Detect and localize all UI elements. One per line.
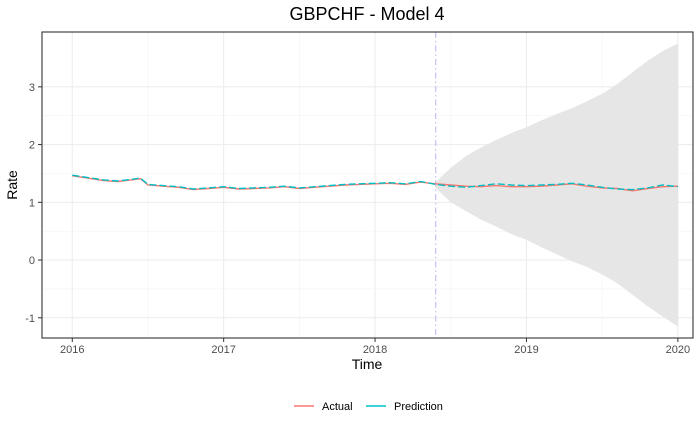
legend: Actual Prediction [294,401,443,413]
plot-area [41,31,694,339]
plot-border [41,31,694,339]
series-layer [72,174,678,192]
y-tick-label: -1 [25,313,35,325]
x-axis-title: Time [352,356,383,372]
chart-title: GBPCHF - Model 4 [289,4,444,24]
x-tick-label: 2020 [666,344,690,356]
x-tick-label: 2017 [211,344,235,356]
legend-actual-label: Actual [322,401,353,413]
legend-prediction-label: Prediction [394,401,443,413]
y-tick-label: 2 [29,140,35,152]
x-axis: 2016 2017 2018 2019 2020 [60,338,690,356]
y-tick-label: 0 [29,255,35,267]
x-tick-label: 2016 [60,344,84,356]
x-tick-label: 2018 [363,344,387,356]
x-tick-label: 2019 [514,344,538,356]
y-tick-label: 3 [29,82,35,94]
prediction-line [72,174,678,191]
y-axis: -1 0 1 2 3 [25,82,42,325]
y-axis-title: Rate [4,170,20,200]
y-tick-label: 1 [29,197,35,209]
